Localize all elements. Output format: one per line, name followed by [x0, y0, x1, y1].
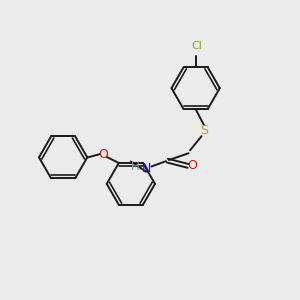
Text: S: S [200, 124, 208, 137]
Text: Cl: Cl [192, 41, 203, 51]
Text: N: N [142, 162, 151, 175]
Text: H: H [130, 160, 140, 173]
Text: O: O [98, 148, 108, 161]
Text: O: O [188, 159, 197, 172]
